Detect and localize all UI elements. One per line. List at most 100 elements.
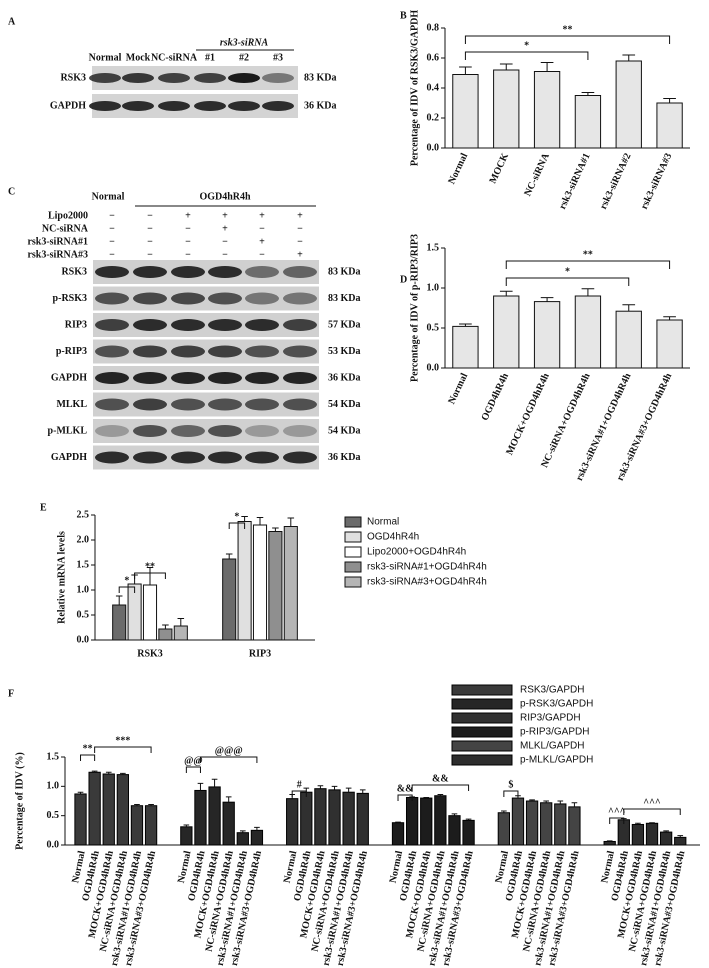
- panel-label: C: [8, 186, 15, 197]
- treatment-sign: −: [222, 249, 228, 260]
- significance-label: *: [524, 40, 529, 51]
- blot-band: [208, 451, 242, 464]
- treatment-sign: −: [147, 236, 153, 247]
- error-bar: [225, 553, 233, 559]
- error-bar: [540, 62, 554, 72]
- bar: [420, 797, 433, 846]
- bar: [236, 832, 249, 846]
- bar: [568, 806, 581, 846]
- bar: [525, 800, 539, 846]
- blot-strip: [93, 286, 319, 311]
- bar: [533, 301, 561, 369]
- legend-swatch: [344, 516, 362, 528]
- bar: [656, 319, 683, 369]
- blot-band: [122, 73, 154, 83]
- error-bar: [272, 527, 279, 532]
- treatment-sign: −: [147, 249, 153, 260]
- blot-strip: [93, 260, 319, 284]
- blot-band: [158, 101, 190, 111]
- y-tick-label: 0.6: [427, 52, 440, 63]
- treatment-sign: −: [185, 249, 191, 260]
- y-axis-label: Relative mRNA levels: [56, 531, 67, 624]
- bar: [222, 801, 235, 846]
- treatment-sign: +: [222, 210, 228, 221]
- lane-label: #2: [239, 52, 249, 63]
- blot-strip: [93, 339, 319, 364]
- panel-label: B: [400, 10, 407, 21]
- error-bar: [677, 835, 684, 838]
- blot-band: [171, 292, 205, 305]
- blot-band: [194, 73, 226, 83]
- bar: [674, 836, 687, 846]
- significance-bracket: [185, 766, 201, 773]
- significance-label: #: [297, 779, 302, 790]
- y-tick-label: 1.0: [427, 282, 440, 293]
- error-bar: [557, 800, 564, 804]
- bar: [645, 822, 659, 846]
- bar: [452, 325, 479, 369]
- bar: [448, 815, 461, 846]
- error-bar: [256, 517, 264, 525]
- error-bar: [663, 98, 676, 103]
- x-tick-label: rsk3-siRNA#2: [598, 152, 634, 212]
- blot-band: [95, 319, 129, 331]
- bar: [222, 558, 237, 641]
- treatment-sign: −: [109, 249, 115, 260]
- x-tick-label: rsk3-siRNA#3: [639, 152, 675, 212]
- treatment-sign: −: [259, 223, 265, 234]
- bar: [342, 791, 355, 846]
- bar: [112, 604, 127, 641]
- error-bar: [183, 824, 190, 827]
- error-bar: [359, 789, 366, 794]
- error-bar: [606, 840, 613, 842]
- blot-band: [171, 345, 205, 358]
- blot-band: [245, 425, 279, 437]
- blot-band: [283, 345, 317, 358]
- significance-label: $: [508, 779, 513, 790]
- bar: [314, 788, 327, 846]
- treatment-sign: −: [147, 223, 153, 234]
- header-label: Normal: [92, 191, 125, 202]
- significance-bracket: [623, 808, 681, 815]
- legend-label: p-MLKL/GAPDH: [520, 755, 593, 766]
- bar: [208, 786, 221, 846]
- error-bar: [287, 517, 295, 527]
- error-bar: [241, 516, 248, 522]
- bar: [268, 531, 283, 641]
- blot-row-label: RSK3: [61, 266, 87, 277]
- bar: [405, 796, 419, 846]
- x-tick-label: RSK3: [137, 648, 163, 659]
- error-bar: [465, 818, 472, 821]
- legend-label: p-RIP3/GAPDH: [520, 727, 589, 738]
- blot-band: [283, 425, 317, 437]
- legend-swatch: [344, 531, 362, 543]
- bar: [493, 295, 520, 369]
- y-tick-label: 1.5: [47, 751, 60, 762]
- blot-band: [245, 266, 279, 278]
- group-label: rsk3-siRNA: [220, 37, 269, 48]
- lane-label: Normal: [89, 52, 122, 63]
- bar: [574, 295, 602, 369]
- error-bar: [254, 826, 260, 831]
- blot-band: [283, 398, 317, 411]
- y-tick-label: 0.0: [77, 634, 90, 645]
- legend-swatch: [451, 698, 513, 710]
- error-bar: [134, 804, 140, 806]
- blot-band: [95, 398, 129, 411]
- error-bar: [543, 800, 550, 803]
- treatment-label: rsk3-siRNA#1: [27, 236, 88, 247]
- legend-label: p-RSK3/GAPDH: [520, 699, 593, 710]
- bar: [356, 792, 369, 846]
- blot-band: [133, 345, 167, 358]
- error-bar: [459, 66, 472, 75]
- error-bar: [459, 323, 472, 327]
- bar: [533, 71, 561, 149]
- error-bar: [177, 618, 185, 626]
- significance-label: @@: [184, 755, 203, 766]
- treatment-sign: +: [222, 223, 228, 234]
- bar: [615, 310, 642, 369]
- blot-row-label: MLKL: [56, 399, 87, 410]
- blot-band: [245, 451, 279, 464]
- bar: [452, 74, 479, 149]
- error-bar: [239, 830, 246, 833]
